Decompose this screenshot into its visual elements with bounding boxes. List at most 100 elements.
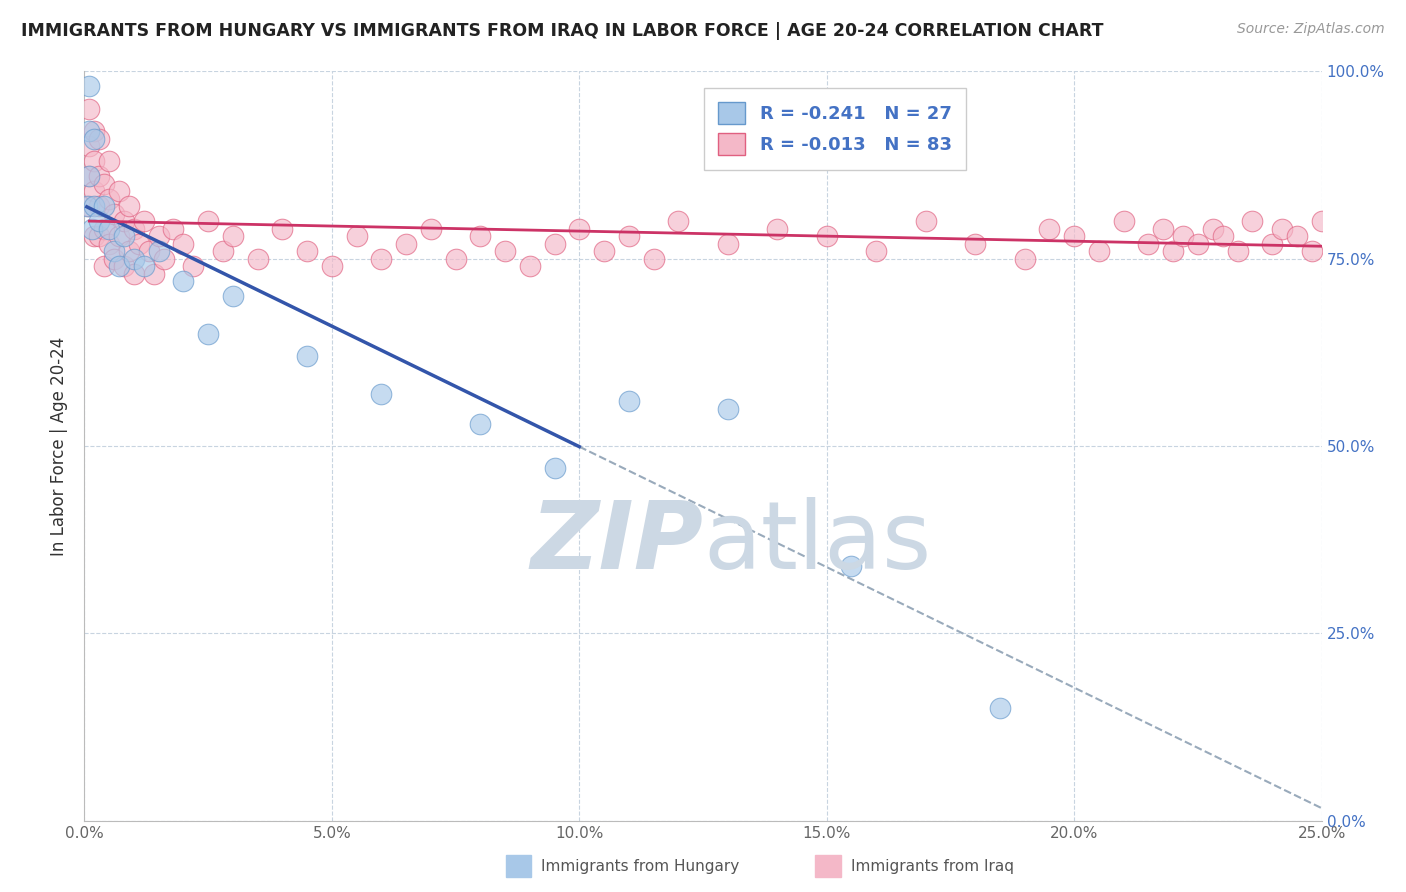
Point: [543, 461, 565, 475]
Point: [865, 244, 887, 259]
Text: Source: ZipAtlas.com: Source: ZipAtlas.com: [1237, 22, 1385, 37]
Point: [93, 221, 115, 235]
Point: [112, 214, 135, 228]
Point: [83, 124, 105, 138]
Point: [108, 259, 131, 273]
Point: [815, 229, 838, 244]
Point: [83, 229, 105, 244]
Point: [83, 199, 105, 213]
Point: [89, 229, 111, 244]
Point: [83, 154, 105, 169]
Point: [103, 252, 125, 266]
Legend: R = -0.241   N = 27, R = -0.013   N = 83: R = -0.241 N = 27, R = -0.013 N = 83: [704, 88, 966, 169]
Point: [1171, 229, 1194, 244]
Point: [519, 259, 541, 273]
Point: [717, 236, 740, 251]
Point: [1187, 236, 1209, 251]
Point: [93, 259, 115, 273]
Point: [142, 267, 165, 281]
Point: [717, 401, 740, 416]
Point: [122, 267, 145, 281]
Point: [89, 214, 111, 228]
Point: [98, 154, 121, 169]
Point: [172, 274, 194, 288]
Point: [79, 169, 101, 184]
Text: ZIP: ZIP: [530, 498, 703, 590]
Text: Immigrants from Iraq: Immigrants from Iraq: [851, 859, 1014, 873]
Point: [346, 229, 368, 244]
Point: [470, 417, 492, 431]
Point: [138, 244, 160, 259]
Point: [1202, 221, 1225, 235]
Point: [1137, 236, 1160, 251]
Point: [617, 229, 640, 244]
Point: [103, 244, 125, 259]
Point: [79, 169, 101, 184]
Point: [79, 139, 101, 153]
Point: [914, 214, 936, 228]
Point: [148, 244, 170, 259]
Point: [568, 221, 591, 235]
Point: [89, 169, 111, 184]
Point: [1226, 244, 1249, 259]
Point: [1212, 229, 1234, 244]
Point: [197, 214, 219, 228]
Point: [118, 199, 141, 213]
Point: [1241, 214, 1264, 228]
Point: [419, 221, 441, 235]
Point: [98, 192, 121, 206]
Point: [112, 259, 135, 273]
Point: [766, 221, 789, 235]
Point: [1301, 244, 1323, 259]
Point: [83, 184, 105, 198]
Point: [89, 199, 111, 213]
Point: [93, 177, 115, 191]
Point: [89, 132, 111, 146]
Point: [666, 214, 689, 228]
Point: [1112, 214, 1135, 228]
Point: [132, 259, 155, 273]
Point: [271, 221, 294, 235]
Point: [1088, 244, 1111, 259]
Point: [103, 207, 125, 221]
Point: [148, 229, 170, 244]
Point: [181, 259, 204, 273]
Point: [128, 236, 150, 251]
Point: [122, 221, 145, 235]
Point: [212, 244, 235, 259]
Point: [162, 221, 184, 235]
Point: [965, 236, 987, 251]
Point: [152, 252, 174, 266]
Point: [112, 229, 135, 244]
Point: [76, 199, 98, 213]
Point: [222, 229, 245, 244]
Point: [295, 244, 318, 259]
Point: [222, 289, 245, 303]
Point: [988, 701, 1011, 715]
Point: [444, 252, 467, 266]
Point: [841, 558, 863, 573]
Text: Immigrants from Hungary: Immigrants from Hungary: [541, 859, 740, 873]
Text: IMMIGRANTS FROM HUNGARY VS IMMIGRANTS FROM IRAQ IN LABOR FORCE | AGE 20-24 CORRE: IMMIGRANTS FROM HUNGARY VS IMMIGRANTS FR…: [21, 22, 1104, 40]
Point: [643, 252, 665, 266]
Point: [93, 199, 115, 213]
Point: [543, 236, 565, 251]
Point: [108, 229, 131, 244]
Point: [395, 236, 418, 251]
Point: [1285, 229, 1308, 244]
Point: [172, 236, 194, 251]
Point: [370, 252, 392, 266]
Point: [1063, 229, 1085, 244]
Point: [370, 386, 392, 401]
Point: [1310, 214, 1333, 228]
Point: [246, 252, 269, 266]
Point: [83, 132, 105, 146]
Point: [1261, 236, 1284, 251]
Text: atlas: atlas: [703, 498, 931, 590]
Point: [494, 244, 516, 259]
Point: [98, 236, 121, 251]
Point: [593, 244, 616, 259]
Point: [470, 229, 492, 244]
Point: [118, 244, 141, 259]
Point: [295, 349, 318, 363]
